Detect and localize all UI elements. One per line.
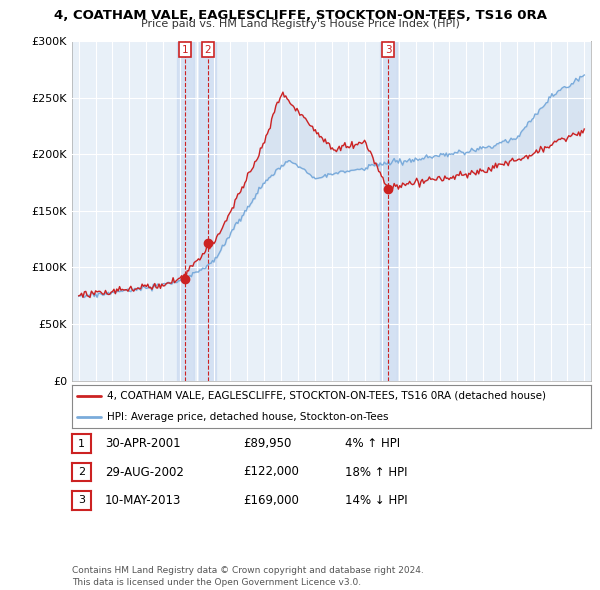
Bar (199, 41, 216, 381)
Text: 4, COATHAM VALE, EAGLESCLIFFE, STOCKTON-ON-TEES, TS16 0RA: 4, COATHAM VALE, EAGLESCLIFFE, STOCKTON-… (53, 9, 547, 22)
Bar (380, 41, 397, 381)
Text: £89,950: £89,950 (243, 437, 292, 450)
Text: £169,000: £169,000 (243, 494, 299, 507)
Text: £122,000: £122,000 (243, 466, 299, 478)
Text: HPI: Average price, detached house, Stockton-on-Tees: HPI: Average price, detached house, Stoc… (107, 412, 389, 422)
Text: 14% ↓ HPI: 14% ↓ HPI (345, 494, 407, 507)
Text: 10-MAY-2013: 10-MAY-2013 (105, 494, 181, 507)
Text: 30-APR-2001: 30-APR-2001 (105, 437, 181, 450)
Text: 18% ↑ HPI: 18% ↑ HPI (345, 466, 407, 478)
Text: 4% ↑ HPI: 4% ↑ HPI (345, 437, 400, 450)
Bar (177, 41, 194, 381)
Text: 2: 2 (205, 45, 211, 55)
Text: Contains HM Land Registry data © Crown copyright and database right 2024.
This d: Contains HM Land Registry data © Crown c… (72, 566, 424, 587)
Text: 2: 2 (78, 467, 85, 477)
Text: 3: 3 (385, 45, 391, 55)
Text: 4, COATHAM VALE, EAGLESCLIFFE, STOCKTON-ON-TEES, TS16 0RA (detached house): 4, COATHAM VALE, EAGLESCLIFFE, STOCKTON-… (107, 391, 546, 401)
Text: 1: 1 (78, 439, 85, 448)
Text: Price paid vs. HM Land Registry's House Price Index (HPI): Price paid vs. HM Land Registry's House … (140, 19, 460, 29)
Text: 1: 1 (182, 45, 189, 55)
Text: 29-AUG-2002: 29-AUG-2002 (105, 466, 184, 478)
Text: 3: 3 (78, 496, 85, 505)
